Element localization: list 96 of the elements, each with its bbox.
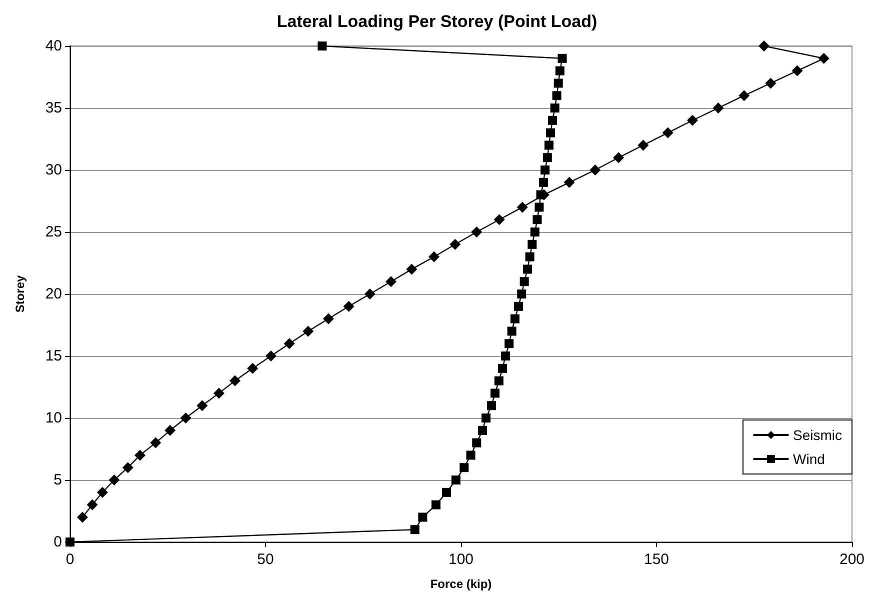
point	[472, 438, 482, 448]
point	[410, 525, 420, 534]
point	[818, 52, 830, 64]
point	[418, 512, 428, 522]
point	[550, 104, 560, 112]
point	[765, 78, 776, 89]
x-tick-label: 100	[448, 551, 474, 568]
point	[364, 288, 376, 300]
point	[564, 176, 575, 188]
point	[712, 102, 724, 114]
point	[539, 178, 548, 187]
point	[150, 437, 162, 448]
point	[522, 264, 532, 274]
y-tick-label: 40	[45, 38, 62, 54]
point	[230, 375, 240, 386]
y-tick-label: 5	[54, 472, 62, 488]
point	[442, 488, 452, 497]
point	[213, 388, 224, 399]
point	[386, 276, 397, 288]
point	[548, 116, 557, 125]
point	[196, 400, 208, 412]
y-tick-label: 30	[45, 162, 62, 178]
point	[86, 499, 98, 510]
point	[555, 66, 564, 76]
point	[507, 326, 516, 336]
point	[558, 54, 567, 63]
point	[542, 153, 552, 162]
legend-label: Seismic	[792, 427, 842, 443]
chart-title: Lateral Loading Per Storey (Point Load)	[276, 12, 598, 31]
point	[516, 202, 528, 213]
x-tick-label: 200	[839, 551, 865, 568]
point	[431, 500, 440, 510]
point	[525, 252, 534, 262]
point	[134, 450, 146, 461]
point	[544, 140, 554, 150]
point	[460, 463, 469, 472]
y-tick-label: 35	[45, 100, 62, 116]
point	[318, 42, 327, 50]
x-tick-label: 150	[644, 551, 670, 568]
y-tick-label: 15	[45, 348, 62, 364]
point	[546, 128, 556, 138]
point	[517, 290, 526, 298]
y-tick-label: 10	[45, 410, 62, 426]
point	[662, 127, 674, 138]
point	[540, 166, 550, 174]
point	[122, 462, 134, 474]
point	[514, 302, 523, 311]
point	[451, 476, 460, 484]
point	[343, 300, 354, 312]
x-tick-label: 0	[66, 551, 74, 568]
point	[108, 474, 120, 486]
point	[792, 65, 803, 76]
point	[428, 251, 440, 262]
point	[528, 240, 537, 249]
point	[590, 164, 601, 176]
point	[406, 264, 418, 275]
point	[478, 426, 488, 435]
point	[77, 512, 88, 523]
point	[498, 364, 507, 373]
point	[494, 376, 504, 386]
y-axis-title: Storey	[13, 275, 27, 313]
point	[265, 350, 276, 362]
point	[466, 450, 476, 460]
point	[471, 226, 482, 238]
y-tick-label: 20	[45, 286, 62, 302]
point	[532, 215, 542, 224]
point	[96, 486, 108, 498]
point	[180, 412, 192, 424]
point	[554, 78, 563, 88]
point	[501, 352, 510, 360]
point	[494, 214, 505, 226]
y-tick-label: 25	[45, 224, 62, 240]
point	[164, 424, 176, 436]
point	[482, 414, 491, 422]
point	[450, 238, 461, 250]
x-tick-label: 50	[257, 551, 274, 568]
point	[738, 90, 750, 102]
point	[284, 338, 295, 350]
point	[322, 313, 334, 324]
point	[530, 228, 540, 236]
y-tick-label: 0	[54, 534, 62, 550]
point	[552, 91, 562, 100]
point	[487, 401, 496, 410]
point	[638, 140, 649, 151]
point	[613, 152, 624, 164]
point	[758, 40, 770, 52]
x-axis-title: Force (kip)	[430, 577, 492, 591]
point	[510, 314, 520, 324]
point	[686, 114, 698, 126]
point	[504, 339, 514, 348]
point	[302, 326, 314, 337]
legend-label: Wind	[792, 451, 825, 467]
point	[534, 202, 544, 212]
point	[520, 277, 529, 286]
point	[247, 362, 258, 374]
point	[490, 388, 500, 398]
